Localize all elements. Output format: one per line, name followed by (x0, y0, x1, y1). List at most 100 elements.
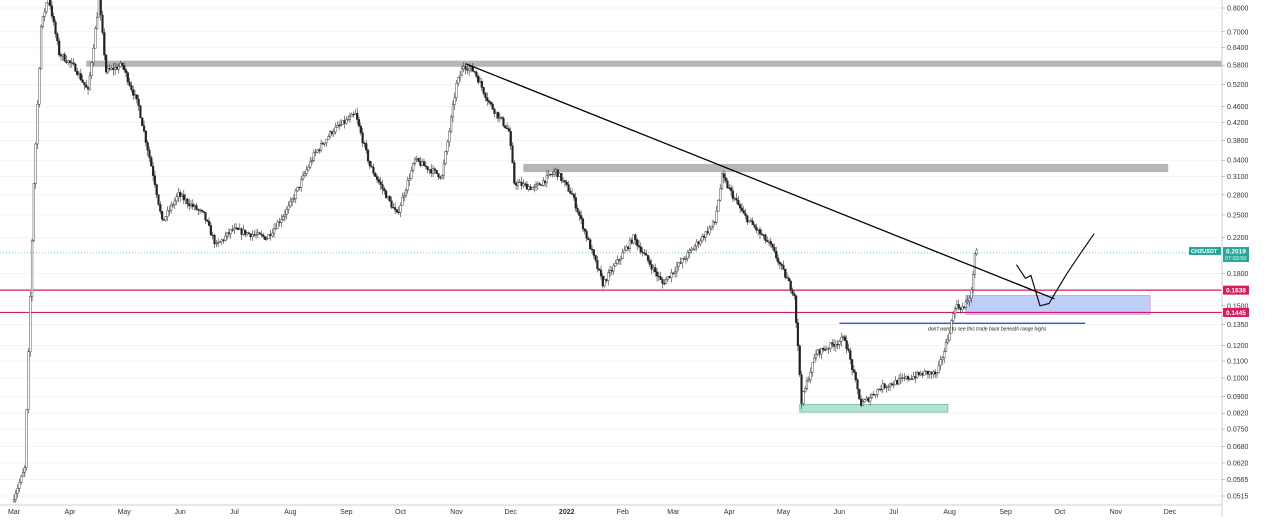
candle-body (919, 373, 922, 376)
candle-body (542, 180, 545, 186)
candle-447 (820, 347, 823, 360)
candle-body (450, 116, 453, 132)
candle-body (847, 348, 850, 351)
candle-155 (292, 194, 296, 203)
candle-body (157, 194, 160, 205)
candle-body (637, 245, 641, 248)
candle-485 (888, 383, 892, 392)
candle-214 (399, 202, 402, 218)
candle-85 (166, 206, 169, 221)
candle-150 (283, 209, 287, 222)
candle-body (740, 207, 744, 211)
time-axis[interactable]: Mar Apr May Jun Jul Aug Sep Oct Nov Dec 2022 Feb Mar… (0, 504, 1222, 516)
candle-body (668, 276, 671, 278)
candle-body (207, 221, 211, 226)
candle-body (903, 377, 906, 379)
candle-body (677, 262, 680, 267)
candle-body (585, 230, 588, 239)
candle-74 (146, 140, 149, 156)
candle-395 (726, 178, 729, 189)
candle-144 (273, 223, 276, 238)
candle-body (885, 386, 888, 389)
candle-157 (296, 186, 299, 193)
candle-228 (424, 161, 427, 169)
candle-body (563, 180, 567, 183)
candle-body (459, 75, 462, 78)
candle-body (628, 239, 632, 249)
candle-body (39, 26, 43, 69)
candle-346 (637, 240, 641, 249)
candle-466 (854, 369, 857, 383)
candle-336 (619, 256, 622, 265)
candle-21 (50, 0, 54, 19)
trendline[interactable] (465, 63, 1055, 300)
candle-body (746, 215, 749, 223)
candle-body (327, 136, 330, 140)
candle-317 (585, 228, 588, 242)
candle-body (224, 235, 227, 241)
candle-body (782, 265, 785, 270)
candle-body (822, 348, 825, 350)
candle-body (395, 209, 399, 213)
candle-body (94, 28, 97, 49)
candle-body (726, 180, 729, 188)
candle-body (390, 200, 393, 208)
candle-188 (352, 111, 355, 118)
candle-138 (262, 232, 265, 240)
candle-body (580, 215, 583, 220)
candle-body (515, 183, 518, 186)
x-tick-label: May (118, 509, 132, 516)
candle-body (888, 383, 892, 387)
candle-14 (38, 66, 41, 108)
candle-body (554, 169, 557, 173)
candle-266 (493, 107, 496, 118)
candle-body (899, 377, 902, 380)
candle-276 (511, 141, 514, 164)
candle-262 (486, 92, 489, 106)
candle-body (500, 116, 503, 119)
candle-body (130, 85, 133, 90)
candle-82 (161, 210, 164, 222)
candle-body (112, 67, 115, 71)
candle-body (453, 97, 456, 105)
candle-332 (612, 263, 615, 275)
candle-52 (106, 65, 110, 75)
candle-body (870, 394, 874, 398)
candle-body (412, 163, 415, 171)
candle-156 (294, 188, 297, 204)
candle-body (309, 161, 312, 168)
candle-530 (970, 286, 973, 303)
candle-body (840, 337, 843, 342)
candle-body (67, 60, 70, 63)
candle-143 (271, 228, 274, 238)
candle-body (47, 0, 50, 4)
candle-body (684, 258, 688, 260)
candle-394 (724, 172, 727, 184)
candle-306 (565, 179, 568, 187)
candle-body (368, 160, 371, 167)
candle-body (114, 66, 117, 71)
candle-356 (655, 268, 659, 282)
candle-body (930, 371, 933, 375)
candle-body (836, 344, 839, 346)
candle-body (516, 182, 520, 186)
candle-body (968, 297, 971, 301)
candle-body (448, 131, 451, 143)
candle-body (484, 93, 487, 98)
candle-body (798, 345, 801, 375)
candle-body (475, 71, 478, 77)
candle-111 (213, 233, 216, 248)
candle-body (245, 232, 249, 235)
candle-body (23, 467, 26, 473)
candle-529 (968, 295, 971, 307)
candle-body (757, 229, 760, 231)
candle-463 (849, 347, 852, 365)
candle-body (946, 339, 949, 343)
candle-body (728, 187, 731, 189)
candle-132 (251, 230, 254, 241)
candle-body (719, 188, 722, 201)
candle-body (843, 336, 846, 341)
